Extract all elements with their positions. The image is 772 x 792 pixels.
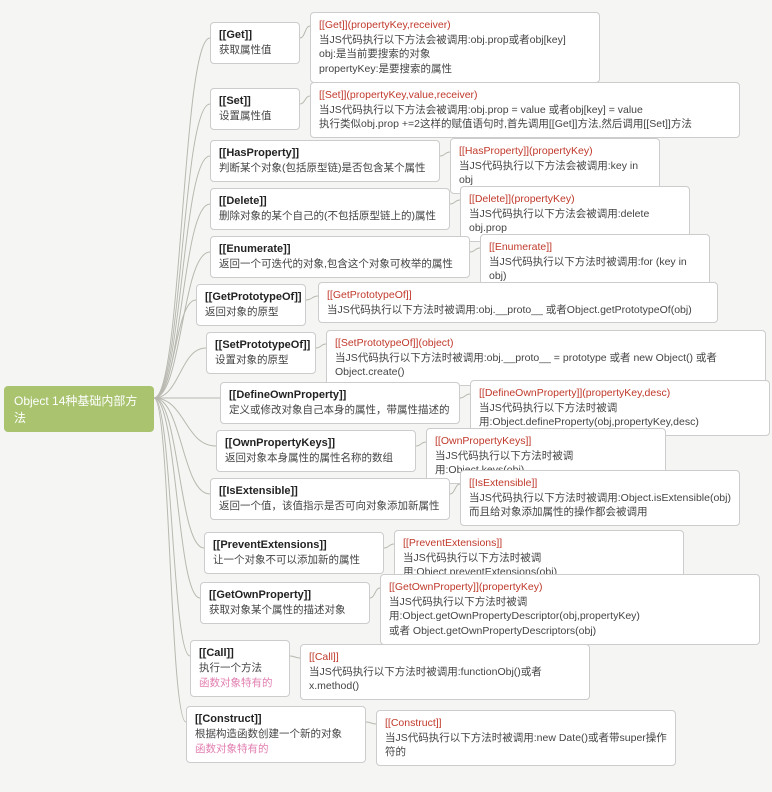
detail-line: 当JS代码执行以下方法时被调用:Object.getOwnPropertyDes… xyxy=(389,595,751,624)
detail-line: 当JS代码执行以下方法时被调用:Object.isExtensible(obj) xyxy=(469,491,731,506)
method-desc: 定义或修改对象自己本身的属性，带属性描述的 xyxy=(229,403,451,418)
method-desc: 返回一个值，该值指示是否可向对象添加新属性 xyxy=(219,499,441,514)
method-desc: 设置属性值 xyxy=(219,109,291,124)
method-node-defineownproperty: [[DefineOwnProperty]]定义或修改对象自己本身的属性，带属性描… xyxy=(220,382,460,424)
method-node-preventextensions: [[PreventExtensions]]让一个对象不可以添加新的属性 xyxy=(204,532,384,574)
detail-title: [[IsExtensible]] xyxy=(469,476,731,491)
method-note: 函数对象特有的 xyxy=(199,676,281,691)
detail-title: [[Enumerate]] xyxy=(489,240,701,255)
method-desc: 获取对象某个属性的描述对象 xyxy=(209,603,361,618)
method-title: [[GetPrototypeOf]] xyxy=(205,290,297,305)
method-title: [[SetPrototypeOf]] xyxy=(215,338,307,353)
method-node-get: [[Get]]获取属性值 xyxy=(210,22,300,64)
detail-title: [[Delete]](propertyKey) xyxy=(469,192,681,207)
detail-title: [[GetOwnProperty]](propertyKey) xyxy=(389,580,751,595)
method-desc: 获取属性值 xyxy=(219,43,291,58)
method-node-getprototypeof: [[GetPrototypeOf]]返回对象的原型 xyxy=(196,284,306,326)
detail-line: 执行类似obj.prop +=2这样的赋值语句时,首先调用[[Get]]方法,然… xyxy=(319,117,731,132)
detail-line: 当JS代码执行以下方法时被调用:for (key in obj) xyxy=(489,255,701,284)
detail-line: 当JS代码执行以下方法会被调用:delete obj.prop xyxy=(469,207,681,236)
method-node-ownpropertykeys: [[OwnPropertyKeys]]返回对象本身属性的属性名称的数组 xyxy=(216,430,416,472)
method-title: [[Delete]] xyxy=(219,194,441,209)
detail-line: 当JS代码执行以下方法时被调用:obj.__proto__ = prototyp… xyxy=(335,351,757,380)
method-title: [[GetOwnProperty]] xyxy=(209,588,361,603)
method-title: [[DefineOwnProperty]] xyxy=(229,388,451,403)
detail-title: [[DefineOwnProperty]](propertyKey,desc) xyxy=(479,386,761,401)
detail-node-getownproperty: [[GetOwnProperty]](propertyKey)当JS代码执行以下… xyxy=(380,574,760,645)
method-title: [[OwnPropertyKeys]] xyxy=(225,436,407,451)
method-node-call: [[Call]]执行一个方法函数对象特有的 xyxy=(190,640,290,697)
method-node-isextensible: [[IsExtensible]]返回一个值，该值指示是否可向对象添加新属性 xyxy=(210,478,450,520)
detail-line: 当JS代码执行以下方法时被调用:obj.__proto__ 或者Object.g… xyxy=(327,303,709,318)
detail-line: 当JS代码执行以下方法时被调用:Object.defineProperty(ob… xyxy=(479,401,761,430)
method-node-setprototypeof: [[SetPrototypeOf]]设置对象的原型 xyxy=(206,332,316,374)
detail-line: 而且给对象添加属性的操作都会被调用 xyxy=(469,505,731,520)
method-title: [[Construct]] xyxy=(195,712,357,727)
detail-title: [[Set]](propertyKey,value,receiver) xyxy=(319,88,731,103)
detail-line: obj:是当前要搜索的对象 xyxy=(319,47,591,62)
detail-line: 当JS代码执行以下方法会被调用:obj.prop或者obj[key] xyxy=(319,33,591,48)
method-title: [[Set]] xyxy=(219,94,291,109)
detail-node-construct: [[Construct]]当JS代码执行以下方法时被调用:new Date()或… xyxy=(376,710,676,766)
method-desc: 执行一个方法 xyxy=(199,661,281,676)
detail-title: [[PreventExtensions]] xyxy=(403,536,675,551)
detail-node-call: [[Call]]当JS代码执行以下方法时被调用:functionObj()或者x… xyxy=(300,644,590,700)
root-label: Object 14种基础内部方法 xyxy=(14,394,137,425)
detail-line: propertyKey:是要搜索的属性 xyxy=(319,62,591,77)
detail-title: [[OwnPropertyKeys]] xyxy=(435,434,657,449)
detail-line: 当JS代码执行以下方法会被调用:key in obj xyxy=(459,159,651,188)
method-node-delete: [[Delete]]删除对象的某个自己的(不包括原型链上的)属性 xyxy=(210,188,450,230)
method-title: [[IsExtensible]] xyxy=(219,484,441,499)
method-desc: 让一个对象不可以添加新的属性 xyxy=(213,553,375,568)
method-title: [[Enumerate]] xyxy=(219,242,461,257)
detail-line: 当JS代码执行以下方法时被调用:functionObj()或者x.method(… xyxy=(309,665,581,694)
detail-node-getprototypeof: [[GetPrototypeOf]]当JS代码执行以下方法时被调用:obj.__… xyxy=(318,282,718,323)
detail-title: [[GetPrototypeOf]] xyxy=(327,288,709,303)
method-node-set: [[Set]]设置属性值 xyxy=(210,88,300,130)
detail-title: [[HasProperty]](propertyKey) xyxy=(459,144,651,159)
method-title: [[PreventExtensions]] xyxy=(213,538,375,553)
detail-title: [[SetPrototypeOf]](object) xyxy=(335,336,757,351)
method-desc: 返回对象的原型 xyxy=(205,305,297,320)
method-desc: 返回一个可迭代的对象,包含这个对象可枚举的属性 xyxy=(219,257,461,272)
detail-title: [[Call]] xyxy=(309,650,581,665)
method-desc: 判断某个对象(包括原型链)是否包含某个属性 xyxy=(219,161,431,176)
method-desc: 返回对象本身属性的属性名称的数组 xyxy=(225,451,407,466)
method-note: 函数对象特有的 xyxy=(195,742,357,757)
detail-node-setprototypeof: [[SetPrototypeOf]](object)当JS代码执行以下方法时被调… xyxy=(326,330,766,386)
root-node: Object 14种基础内部方法 xyxy=(4,386,154,432)
method-title: [[HasProperty]] xyxy=(219,146,431,161)
detail-line: 当JS代码执行以下方法会被调用:obj.prop = value 或者obj[k… xyxy=(319,103,731,118)
detail-title: [[Construct]] xyxy=(385,716,667,731)
detail-node-set: [[Set]](propertyKey,value,receiver)当JS代码… xyxy=(310,82,740,138)
method-title: [[Get]] xyxy=(219,28,291,43)
detail-title: [[Get]](propertyKey,receiver) xyxy=(319,18,591,33)
detail-node-get: [[Get]](propertyKey,receiver)当JS代码执行以下方法… xyxy=(310,12,600,83)
detail-line: 当JS代码执行以下方法时被调用:new Date()或者带super操作符的 xyxy=(385,731,667,760)
method-title: [[Call]] xyxy=(199,646,281,661)
method-desc: 设置对象的原型 xyxy=(215,353,307,368)
method-desc: 删除对象的某个自己的(不包括原型链上的)属性 xyxy=(219,209,441,224)
method-desc: 根据构造函数创建一个新的对象 xyxy=(195,727,357,742)
method-node-hasproperty: [[HasProperty]]判断某个对象(包括原型链)是否包含某个属性 xyxy=(210,140,440,182)
method-node-construct: [[Construct]]根据构造函数创建一个新的对象函数对象特有的 xyxy=(186,706,366,763)
method-node-enumerate: [[Enumerate]]返回一个可迭代的对象,包含这个对象可枚举的属性 xyxy=(210,236,470,278)
detail-line: 或者 Object.getOwnPropertyDescriptors(obj) xyxy=(389,624,751,639)
method-node-getownproperty: [[GetOwnProperty]]获取对象某个属性的描述对象 xyxy=(200,582,370,624)
detail-node-isextensible: [[IsExtensible]]当JS代码执行以下方法时被调用:Object.i… xyxy=(460,470,740,526)
